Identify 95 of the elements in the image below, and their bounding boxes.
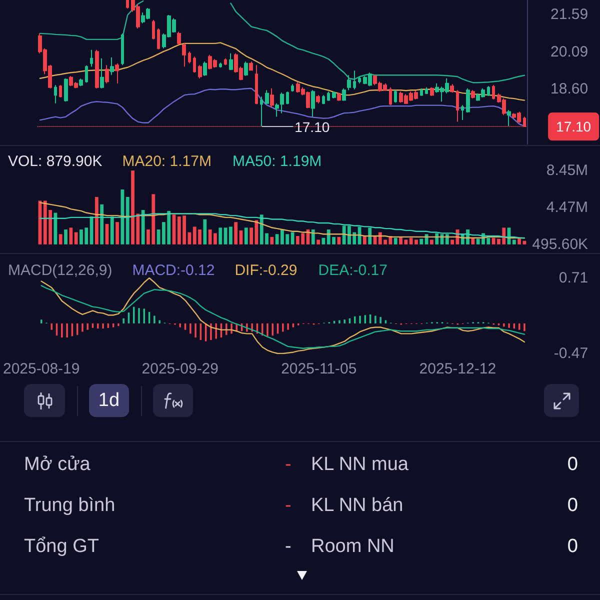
candlestick	[188, 51, 191, 64]
candlestick	[450, 84, 454, 94]
candlestick	[95, 49, 99, 89]
candlestick	[265, 90, 269, 105]
line-series	[40, 277, 526, 354]
text: 0	[567, 535, 578, 559]
text: Room NN	[311, 535, 394, 559]
candlestick	[115, 62, 119, 84]
candlestick	[286, 91, 289, 105]
candlestick	[193, 56, 196, 74]
candlestick	[270, 88, 274, 108]
y-tick-label: 21.59	[550, 6, 588, 23]
text: -	[285, 494, 292, 518]
candlestick	[332, 91, 336, 99]
candlestick	[327, 91, 330, 102]
candlestick	[105, 64, 109, 84]
candlestick	[182, 42, 186, 68]
candlestick	[347, 74, 351, 91]
candlestick	[322, 94, 325, 105]
chart-title: MACD(12,26,9)	[8, 262, 112, 279]
candlestick	[420, 88, 423, 96]
candlestick	[219, 62, 222, 68]
candlestick	[466, 88, 470, 114]
y-tick-label: -0.47	[554, 345, 588, 362]
candlestick	[249, 61, 253, 72]
y-tick-label: 20.09	[550, 43, 588, 60]
candlestick	[54, 84, 57, 104]
y-tick-label: 18.60	[550, 80, 588, 98]
candlestick	[507, 110, 511, 127]
x-tick-label: 2025-12-12	[419, 360, 496, 378]
text: -	[285, 535, 292, 559]
candlestick	[85, 64, 88, 84]
y-tick-label: 0.71	[558, 270, 588, 286]
candlestick	[316, 94, 320, 104]
ref-line-label: 17.10	[556, 118, 592, 135]
candlestick	[244, 61, 248, 76]
text: MA20: 1.17M	[122, 153, 212, 170]
x-tick-label: 2025-08-19	[2, 360, 80, 378]
candlestick	[337, 92, 341, 102]
text: -	[285, 453, 292, 477]
annotation: 17.10	[294, 118, 330, 136]
candlestick	[492, 84, 495, 100]
chart-subtitle: MACD:-0.12	[132, 262, 215, 279]
y-tick-label: 4.47M	[546, 198, 588, 216]
text: KL NN bán	[311, 494, 404, 518]
y-tick-label: 495.60K	[532, 236, 588, 253]
candlestick	[59, 84, 62, 98]
line-series	[39, 42, 526, 101]
text: Trung bình	[24, 494, 116, 518]
candlestick	[353, 70, 356, 90]
text: KL NN mua	[311, 453, 408, 477]
candlestick	[275, 102, 279, 118]
candlestick	[461, 104, 464, 121]
candlestick	[203, 61, 207, 76]
text: DEA:-0.17	[318, 262, 388, 279]
x-tick-label: 2025-11-05	[281, 360, 357, 378]
candlestick	[280, 92, 284, 114]
candlestick	[487, 86, 490, 96]
chart-title: VOL: 879.90K	[8, 153, 102, 170]
candlestick	[260, 96, 263, 128]
candlestick	[64, 78, 68, 102]
candlestick	[152, 19, 155, 40]
candlestick	[79, 78, 83, 87]
interval-button: 1d	[89, 384, 129, 417]
candlestick	[291, 84, 294, 92]
line-series	[40, 285, 526, 349]
candlestick	[311, 90, 315, 118]
x-tick-label: 2025-09-29	[142, 360, 218, 378]
text: DIF:-0.29	[234, 262, 298, 279]
text: MA50: 1.19M	[232, 153, 322, 170]
candlestick	[157, 28, 160, 50]
candlestick	[358, 76, 361, 84]
line-series	[39, 213, 526, 239]
candlestick	[224, 58, 227, 66]
candlestick	[430, 86, 434, 96]
candlestick	[90, 49, 93, 68]
candlestick	[177, 31, 181, 46]
candlestick	[110, 56, 114, 76]
text: Mở cửa	[24, 453, 90, 477]
candlestick	[255, 64, 258, 105]
candlestick	[198, 64, 202, 79]
text: Tổng GT	[24, 535, 99, 559]
text: 0	[567, 494, 578, 518]
candlestick	[471, 90, 475, 99]
candlestick	[121, 32, 124, 66]
candlestick	[229, 52, 233, 71]
candlestick	[394, 90, 397, 104]
text: 0	[567, 453, 578, 477]
candlestick	[425, 86, 428, 95]
y-tick-label: 8.45M	[546, 162, 588, 179]
candlestick	[389, 86, 392, 106]
candlestick	[126, 0, 129, 9]
candlestick	[456, 90, 459, 122]
candlestick	[342, 88, 346, 102]
candlestick	[100, 58, 104, 89]
